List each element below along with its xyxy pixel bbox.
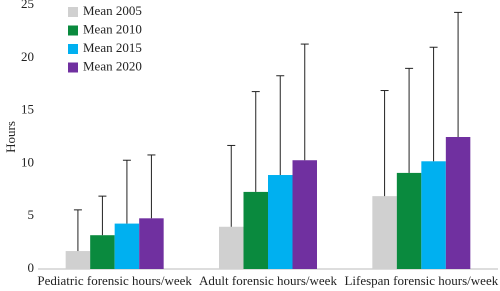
legend-swatch bbox=[68, 25, 78, 36]
y-tick-label: 25 bbox=[21, 0, 34, 11]
x-tick-label: Lifespan forensic hours/week bbox=[344, 273, 498, 288]
y-tick-label: 15 bbox=[21, 102, 34, 117]
bar bbox=[90, 235, 115, 269]
legend-label: Mean 2015 bbox=[83, 40, 142, 55]
bar bbox=[139, 218, 164, 269]
legend-label: Mean 2020 bbox=[83, 58, 142, 73]
x-tick-label: Pediatric forensic hours/week bbox=[37, 273, 192, 288]
legend-swatch bbox=[68, 7, 78, 17]
y-tick-label: 5 bbox=[28, 207, 35, 222]
bar bbox=[243, 191, 268, 269]
legend-label: Mean 2005 bbox=[83, 3, 142, 18]
bar bbox=[219, 226, 244, 269]
legend-label: Mean 2010 bbox=[83, 21, 142, 36]
legend-swatch bbox=[68, 62, 78, 73]
legend-swatch bbox=[68, 44, 78, 54]
y-tick-label: 20 bbox=[21, 49, 34, 64]
bar bbox=[268, 175, 293, 269]
bar bbox=[396, 172, 422, 269]
bar bbox=[292, 160, 317, 269]
bar bbox=[445, 137, 471, 269]
y-tick-label: 10 bbox=[21, 154, 34, 169]
bar bbox=[65, 251, 91, 269]
x-tick-label: Adult forensic hours/week bbox=[199, 273, 337, 288]
bar bbox=[114, 223, 140, 269]
y-tick-label: 0 bbox=[28, 260, 35, 275]
bar bbox=[421, 161, 446, 269]
bar bbox=[372, 196, 397, 269]
y-axis-label: Hours bbox=[3, 121, 18, 153]
